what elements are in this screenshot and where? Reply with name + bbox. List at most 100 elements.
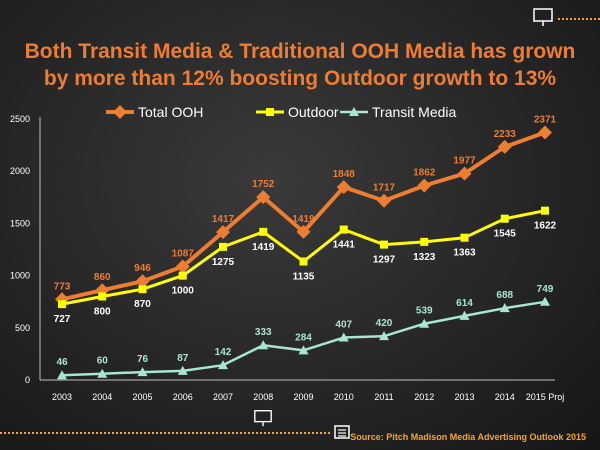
outdoor-data-label: 1545 xyxy=(494,229,517,240)
outdoor-point xyxy=(339,225,348,234)
x-tick-label: 2006 xyxy=(173,392,193,402)
total-ooh-point xyxy=(417,178,432,193)
y-tick-label: 2500 xyxy=(10,114,30,124)
total-ooh-data-label: 860 xyxy=(94,272,111,283)
transit-media-point xyxy=(137,367,148,377)
legend-marker-transit-media xyxy=(349,107,359,116)
outdoor-data-label: 1275 xyxy=(212,257,235,268)
total-ooh-data-label: 2233 xyxy=(494,129,517,140)
outdoor-point xyxy=(420,237,429,246)
x-tick-label: 2015 Proj xyxy=(526,392,565,402)
transit-media-point xyxy=(499,303,510,313)
outdoor-data-label: 1419 xyxy=(252,242,275,253)
x-tick-label: 2013 xyxy=(454,392,474,402)
outdoor-data-label: 1135 xyxy=(293,272,315,283)
y-tick-label: 500 xyxy=(15,323,30,333)
legend-label-outdoor: Outdoor xyxy=(288,104,339,120)
total-ooh-point xyxy=(135,274,150,289)
total-ooh-point xyxy=(256,190,271,205)
outdoor-point xyxy=(138,285,147,294)
transit-media-data-label: 87 xyxy=(177,353,189,364)
total-ooh-point xyxy=(216,225,230,240)
total-ooh-data-label: 773 xyxy=(54,281,71,292)
transit-media-point xyxy=(459,310,470,320)
outdoor-data-label: 800 xyxy=(94,306,111,317)
outdoor-point xyxy=(98,292,107,301)
legend-marker-total-ooh xyxy=(113,105,127,119)
total-ooh-data-label: 1419 xyxy=(292,214,315,225)
total-ooh-data-label: 1752 xyxy=(252,179,275,190)
transit-media-point xyxy=(258,340,269,350)
transit-media-point xyxy=(97,368,108,378)
transit-media-data-label: 46 xyxy=(56,357,68,368)
transit-media-point xyxy=(338,332,349,342)
outdoor-data-label: 1363 xyxy=(453,248,476,259)
transit-media-data-label: 407 xyxy=(335,320,352,331)
x-tick-label: 2014 xyxy=(495,392,515,402)
transit-media-point xyxy=(379,331,389,341)
outdoor-data-label: 1000 xyxy=(172,286,195,297)
x-tick-label: 2004 xyxy=(92,392,112,402)
outdoor-point xyxy=(58,300,66,309)
total-ooh-data-label: 1862 xyxy=(413,168,436,179)
transit-media-point xyxy=(57,370,67,380)
total-ooh-point xyxy=(538,125,552,140)
outdoor-point xyxy=(259,227,268,236)
outdoor-point xyxy=(380,240,388,249)
outdoor-point xyxy=(299,257,308,266)
x-tick-label: 2007 xyxy=(213,392,233,402)
transit-media-data-label: 614 xyxy=(456,298,473,309)
total-ooh-point xyxy=(336,180,351,195)
total-ooh-data-label: 1977 xyxy=(453,156,476,167)
outdoor-point xyxy=(178,271,187,280)
outdoor-point xyxy=(500,214,509,223)
y-tick-label: 0 xyxy=(25,375,30,385)
top-dotted-line xyxy=(558,18,600,20)
outdoor-data-label: 1323 xyxy=(413,252,436,263)
y-tick-label: 1000 xyxy=(10,271,30,281)
transit-media-data-label: 749 xyxy=(537,284,554,295)
total-ooh-point xyxy=(377,193,391,208)
y-tick-label: 1500 xyxy=(10,218,30,228)
total-ooh-point xyxy=(175,259,190,274)
transit-media-point xyxy=(177,365,188,375)
transit-media-data-label: 60 xyxy=(97,356,109,367)
legend-label-total-ooh: Total OOH xyxy=(138,104,203,120)
x-tick-label: 2003 xyxy=(52,392,72,402)
transit-media-point xyxy=(218,360,228,370)
transit-media-point xyxy=(419,318,430,328)
transit-media-point xyxy=(298,345,309,355)
transit-media-data-label: 76 xyxy=(137,354,149,365)
chart-title-line-1: Both Transit Media & Traditional OOH Med… xyxy=(24,40,576,63)
transit-media-data-label: 420 xyxy=(376,318,393,329)
total-ooh-point xyxy=(457,166,472,181)
outdoor-data-label: 727 xyxy=(54,314,71,325)
chart-title-line-2: by more than 12% boosting Outdoor growth… xyxy=(43,67,557,90)
legend-label-transit-media: Transit Media xyxy=(372,104,457,120)
outdoor-data-label: 1622 xyxy=(534,221,557,232)
outdoor-point xyxy=(460,233,469,242)
transit-media-data-label: 333 xyxy=(255,327,272,338)
x-tick-label: 2008 xyxy=(253,392,273,402)
source-note: Source: Pitch Madison Media Advertising … xyxy=(350,432,586,442)
ticket-icon xyxy=(334,425,350,439)
legend-marker-outdoor xyxy=(266,108,274,116)
total-ooh-data-label: 946 xyxy=(134,263,151,274)
outdoor-data-label: 1441 xyxy=(333,240,356,251)
x-tick-label: 2011 xyxy=(374,392,393,402)
x-tick-label: 2012 xyxy=(414,392,434,402)
chart-title: Both Transit Media & Traditional OOH Med… xyxy=(0,38,600,92)
transit-media-data-label: 688 xyxy=(496,290,513,301)
y-tick-label: 2000 xyxy=(10,166,30,176)
total-ooh-data-label: 2371 xyxy=(534,114,557,125)
outdoor-point xyxy=(541,206,549,215)
transit-media-data-label: 284 xyxy=(295,332,312,343)
transit-media-data-label: 539 xyxy=(416,306,433,317)
total-ooh-data-label: 1848 xyxy=(333,169,356,180)
total-ooh-data-label: 1087 xyxy=(172,249,195,260)
x-tick-label: 2010 xyxy=(334,392,354,402)
total-ooh-point xyxy=(497,139,512,154)
billboard-icon xyxy=(254,410,272,427)
transit-media-data-label: 142 xyxy=(215,347,232,358)
